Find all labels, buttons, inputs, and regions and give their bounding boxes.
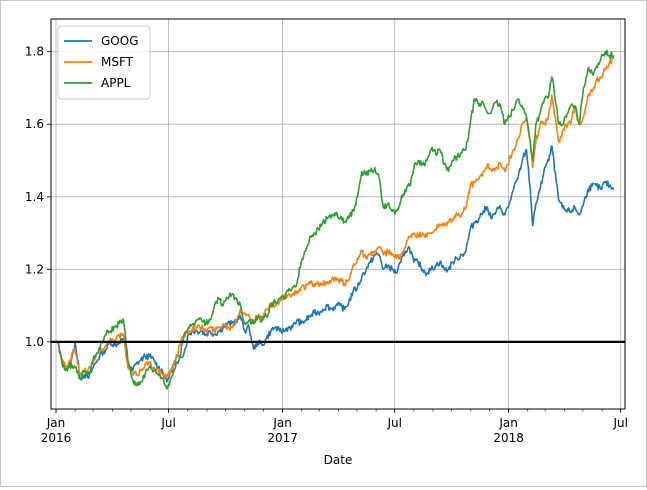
y-tick-label: 1.4 (25, 190, 44, 204)
y-tick-label: 1.2 (25, 262, 44, 276)
x-tick-label: Jul (160, 416, 175, 430)
series-line-msft (57, 56, 615, 379)
legend-label: APPL (101, 76, 131, 90)
x-tick-label: Jan (498, 416, 518, 430)
legend: GOOG MSFT APPL (57, 25, 151, 100)
x-tick-label: Jul (386, 416, 401, 430)
y-tick-label: 1.0 (25, 335, 44, 349)
x-tick-label: 2016 (41, 431, 72, 445)
x-tick-label: Jan (46, 416, 66, 430)
x-axis-label: Date (324, 453, 353, 467)
legend-box (57, 25, 151, 100)
y-tick-label: 1.6 (25, 117, 44, 131)
series-line-appl (57, 49, 615, 390)
legend-label: GOOG (101, 34, 139, 48)
x-tick-label: 2017 (267, 431, 298, 445)
y-tick-label: 1.8 (25, 45, 44, 59)
x-tick-label: Jan (272, 416, 292, 430)
y-axis: 1.0 1.2 1.4 1.6 1.8 (25, 45, 51, 349)
series-line-goog (57, 145, 615, 383)
series-lines (57, 49, 615, 390)
x-tick-label: 2018 (493, 431, 524, 445)
legend-label: MSFT (101, 55, 134, 69)
x-tick-label: Jul (612, 416, 627, 430)
